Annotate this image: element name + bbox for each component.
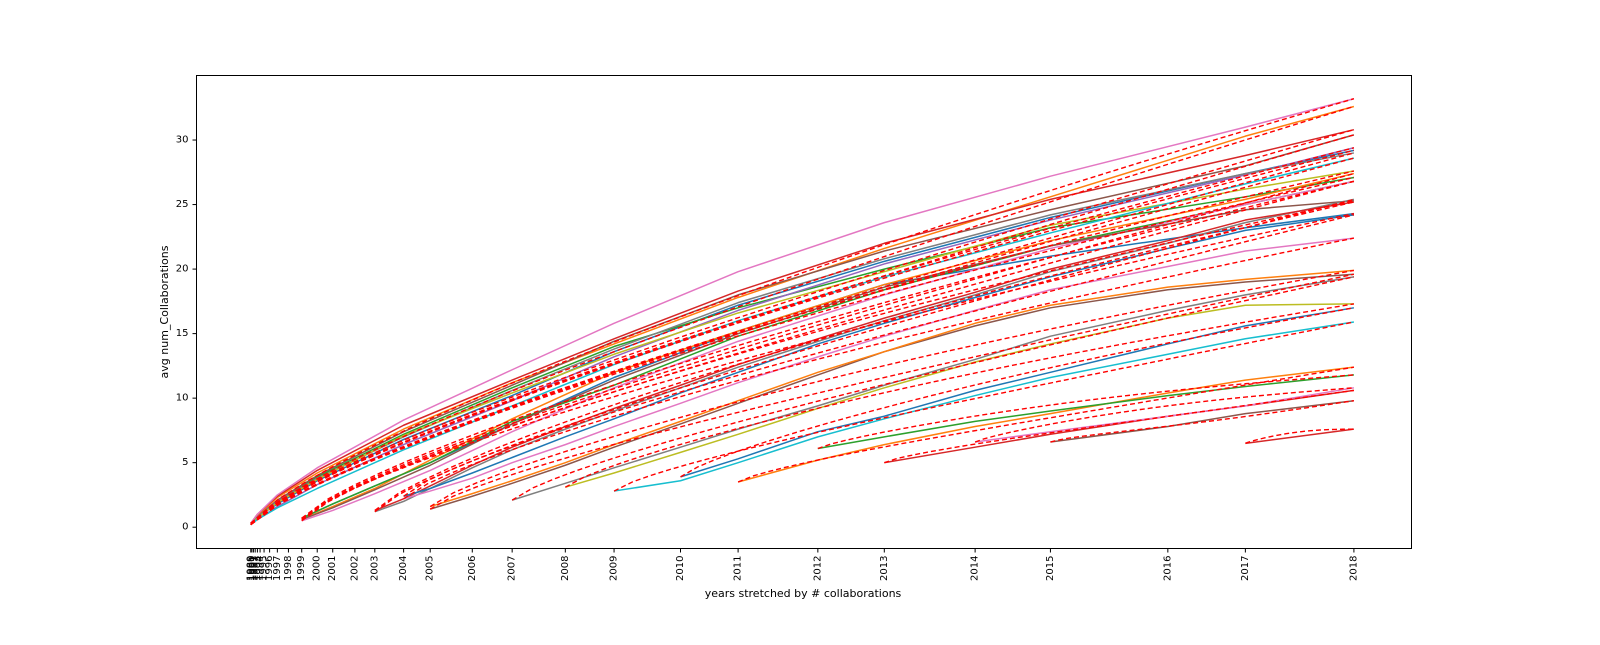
x-tick-label: 1996 [264,556,275,581]
fit-dashed-line [1050,400,1355,443]
y-tick-label: 15 [176,328,189,339]
y-tick-label: 0 [182,522,188,533]
y-tick-label: 20 [176,264,189,275]
series-line [403,237,1354,500]
fit-dashed-line [301,212,1355,519]
fit-dashed-line [250,149,1355,524]
x-tick-label: 2012 [812,556,823,581]
fit-dashed-line [884,389,1355,464]
x-tick-label: 1991 [248,556,259,581]
x-axis-label: years stretched by # collaborations [705,587,902,600]
plot-lines [250,98,1355,526]
x-tick-label: 2017 [1240,556,1251,581]
series-line [429,269,1354,508]
y-axis-label: avg num_Collaborations [158,245,171,378]
fit-dashed-line [429,273,1355,510]
series-line [565,303,1354,488]
series-line [374,201,1355,512]
fit-dashed-line [250,147,1355,526]
fit-dashed-line [564,303,1355,488]
x-tick-label: 2003 [369,556,380,581]
x-tick-label: 1994 [255,556,266,581]
x-tick-label: 2018 [1348,556,1359,581]
x-tick-label: 2016 [1162,556,1173,581]
x-tick-label: 1989 [245,556,256,581]
series-line [613,321,1355,492]
fit-dashed-line [250,157,1355,526]
x-tick-label: 2015 [1045,556,1056,581]
x-tick-label: 1999 [296,556,307,581]
plot-frame [196,75,1412,549]
y-axis: 0 5 10 15 20 25 30 [176,135,197,533]
series-line [429,273,1354,510]
x-tick-label: 2009 [609,556,620,581]
fit-dashed-line [403,237,1355,500]
series-line [250,152,1355,526]
x-tick-label: 2005 [425,556,436,581]
fit-dashed-line [250,152,1355,526]
series-line [680,307,1355,478]
y-tick-label: 25 [176,199,189,210]
fit-dashed-line [250,176,1355,526]
fit-dashed-line [974,387,1354,443]
fit-dashed-line [301,172,1355,521]
fit-dashed-line [737,366,1355,483]
x-tick-label: 1993 [252,556,263,581]
fit-dashed-line [250,105,1355,526]
x-tick-label: 2011 [733,556,744,581]
y-tick-label: 5 [182,457,188,468]
series-line [250,128,1355,524]
y-tick-label: 10 [176,393,189,404]
x-tick-label: 2010 [675,556,686,581]
x-tick-label: 2001 [327,556,338,581]
series-line [1245,428,1355,445]
x-tick-label: 2008 [560,556,571,581]
fit-dashed-line [511,276,1355,501]
fit-dashed-line [680,307,1355,478]
fit-dashed-line [374,201,1355,511]
fit-dashed-line [301,180,1355,519]
x-tick-label: 2013 [879,556,890,581]
x-tick-label: 2002 [349,556,360,581]
series-line [1050,399,1354,443]
x-tick-label: 1990 [246,556,257,581]
fit-dashed-line [374,198,1355,513]
fit-dashed-line [301,200,1355,521]
x-tick-label: 1995 [259,556,270,581]
series-line [250,98,1355,524]
x-tick-label: 2006 [467,556,478,581]
x-tick-label: 1992 [250,556,261,581]
fit-dashed-line [250,129,1355,524]
x-tick-label: 2004 [398,556,409,581]
series-line [737,366,1354,483]
y-tick-label: 30 [176,135,189,146]
fit-dashed-line [403,214,1355,497]
x-tick-label: 2007 [507,556,518,581]
fit-dashed-line [613,321,1355,492]
x-tick-label: 1997 [272,556,283,581]
series-line [403,214,1355,497]
series-line [250,134,1355,526]
series-line [817,374,1354,450]
series-line [250,157,1355,526]
x-tick-label: 2000 [312,556,323,581]
x-tick-label: 2014 [970,556,981,581]
series-line [374,198,1355,513]
fit-dashed-line [817,374,1354,450]
fit-dashed-line [250,98,1355,524]
fit-dashed-line [1245,428,1354,444]
series-line [511,276,1355,501]
fit-dashed-line [429,269,1355,508]
x-tick-label: 1998 [283,556,294,581]
